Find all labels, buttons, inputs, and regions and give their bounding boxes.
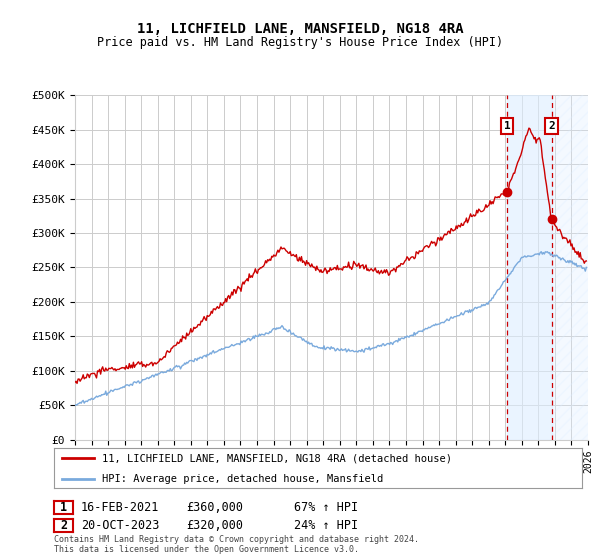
Text: £320,000: £320,000 xyxy=(186,519,243,532)
Text: 11, LICHFIELD LANE, MANSFIELD, NG18 4RA: 11, LICHFIELD LANE, MANSFIELD, NG18 4RA xyxy=(137,22,463,36)
Text: 11, LICHFIELD LANE, MANSFIELD, NG18 4RA (detached house): 11, LICHFIELD LANE, MANSFIELD, NG18 4RA … xyxy=(101,453,452,463)
Text: Price paid vs. HM Land Registry's House Price Index (HPI): Price paid vs. HM Land Registry's House … xyxy=(97,36,503,49)
Text: Contains HM Land Registry data © Crown copyright and database right 2024.
This d: Contains HM Land Registry data © Crown c… xyxy=(54,535,419,554)
Text: 24% ↑ HPI: 24% ↑ HPI xyxy=(294,519,358,532)
Text: 2: 2 xyxy=(60,519,67,532)
Bar xyxy=(551,95,588,440)
Text: 2: 2 xyxy=(548,121,555,131)
Text: 67% ↑ HPI: 67% ↑ HPI xyxy=(294,501,358,514)
Bar xyxy=(507,95,551,440)
Text: 1: 1 xyxy=(504,121,511,131)
Text: £360,000: £360,000 xyxy=(186,501,243,514)
Text: 20-OCT-2023: 20-OCT-2023 xyxy=(81,519,160,532)
Text: HPI: Average price, detached house, Mansfield: HPI: Average price, detached house, Mans… xyxy=(101,474,383,484)
Text: 16-FEB-2021: 16-FEB-2021 xyxy=(81,501,160,514)
Text: 1: 1 xyxy=(60,501,67,514)
